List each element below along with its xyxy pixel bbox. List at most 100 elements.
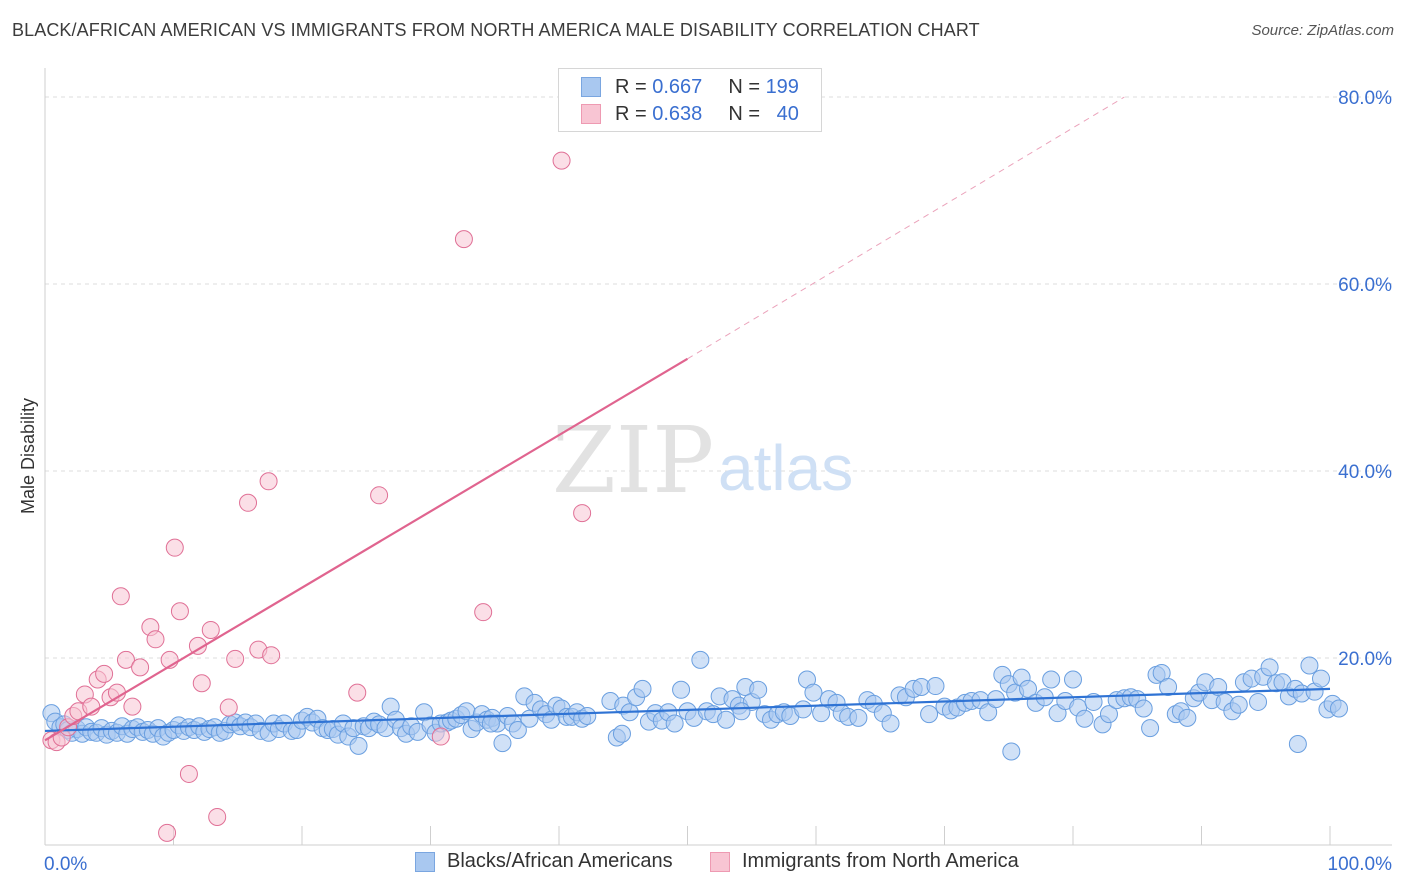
chart-title: BLACK/AFRICAN AMERICAN VS IMMIGRANTS FRO… (12, 20, 980, 40)
n-label: N = (728, 102, 760, 125)
data-point (1229, 695, 1248, 714)
data-point (348, 683, 367, 702)
gridlines (45, 96, 1392, 659)
legend-item-immigrants: Immigrants from North America (710, 850, 1019, 873)
data-point (1064, 670, 1082, 689)
x-tick-label: 100.0% (1328, 854, 1393, 875)
data-point (881, 714, 900, 733)
data-point (165, 538, 184, 557)
y-tick-labels: 20.0% 40.0% 60.0% 80.0% (1338, 88, 1392, 670)
data-point (1019, 679, 1038, 698)
data-point (1209, 677, 1228, 696)
y-axis-label: Male Disability (18, 398, 38, 514)
data-point (349, 736, 368, 755)
data-point (123, 697, 142, 716)
data-point (578, 706, 597, 725)
y-tick-label: 40.0% (1338, 462, 1392, 483)
data-point (226, 649, 245, 668)
trend-line (44, 687, 1331, 733)
data-point (1099, 705, 1118, 724)
watermark-zip: ZIP (552, 407, 714, 514)
data-point (170, 602, 189, 621)
r-label: R = (615, 75, 647, 98)
legend-label-immigrants: Immigrants from North America (742, 850, 1019, 872)
data-point (158, 823, 177, 842)
data-point (717, 710, 736, 729)
data-point (262, 646, 281, 665)
data-point (1260, 658, 1279, 677)
data-point (804, 683, 823, 702)
source-credit: Source: ZipAtlas.com (1251, 22, 1394, 39)
data-point (732, 702, 751, 721)
data-point (612, 724, 631, 743)
data-point (665, 714, 684, 733)
data-point (749, 680, 768, 699)
n-value: 199 (765, 75, 799, 98)
data-point (239, 493, 258, 512)
data-point (188, 636, 207, 655)
data-point (849, 708, 868, 727)
data-point (1002, 742, 1021, 761)
data-point (95, 664, 114, 683)
legend-row-blacks: R = 0.667 N = 199 (581, 74, 799, 100)
data-point (474, 603, 493, 622)
data-point (370, 486, 389, 505)
data-point (1075, 709, 1094, 728)
data-point (219, 698, 238, 717)
legend-swatch-blacks (415, 851, 435, 872)
data-point (192, 674, 211, 693)
data-point (1329, 699, 1348, 718)
legend-swatch-blacks (581, 77, 601, 97)
data-point (672, 680, 691, 699)
data-point (111, 587, 130, 606)
data-point (179, 764, 198, 783)
data-point (454, 230, 473, 249)
data-point (1141, 719, 1160, 738)
data-point (201, 620, 220, 639)
r-value: 0.667 (652, 75, 703, 98)
data-point (1134, 699, 1153, 718)
n-label: N = (728, 75, 760, 98)
legend-swatch-immigrants (581, 104, 601, 124)
data-point (552, 151, 571, 170)
data-point (633, 679, 652, 698)
data-point (926, 677, 945, 696)
data-point (1042, 670, 1061, 689)
data-point (691, 650, 710, 669)
data-point (1178, 708, 1197, 727)
data-point (508, 720, 527, 739)
data-point (1159, 677, 1178, 696)
data-point (259, 472, 278, 491)
y-tick-label: 60.0% (1338, 275, 1392, 296)
legend-label-blacks: Blacks/African Americans (447, 850, 673, 872)
data-point (1288, 735, 1307, 754)
watermark-atlas: atlas (718, 432, 853, 504)
trend-line-extension (687, 96, 1125, 360)
legend-item-blacks: Blacks/African Americans (415, 850, 673, 873)
series-blacks-points (42, 650, 1348, 761)
data-point (794, 700, 813, 719)
trend-lines (44, 96, 1331, 742)
data-point (116, 650, 135, 669)
y-tick-label: 20.0% (1338, 649, 1392, 670)
r-label: R = (615, 102, 647, 125)
legend-row-immigrants: R = 0.638 N = 40 (581, 101, 799, 127)
axes (44, 68, 1392, 846)
data-point (431, 727, 450, 746)
data-point (493, 734, 512, 753)
data-point (1312, 669, 1331, 688)
n-value: 40 (776, 102, 799, 125)
data-point (920, 705, 939, 724)
data-point (481, 714, 500, 733)
trend-line (44, 357, 689, 742)
data-point (1249, 692, 1268, 711)
y-tick-label: 80.0% (1338, 88, 1392, 109)
correlation-legend: R = 0.667 N = 199 R = 0.638 N = 40 (558, 68, 822, 132)
data-point (146, 630, 165, 649)
data-point (573, 504, 592, 523)
data-point (131, 658, 150, 677)
r-value: 0.638 (652, 102, 703, 125)
x-tick-label: 0.0% (44, 854, 87, 875)
x-tick-labels: 0.0% 100.0% (44, 854, 1392, 875)
